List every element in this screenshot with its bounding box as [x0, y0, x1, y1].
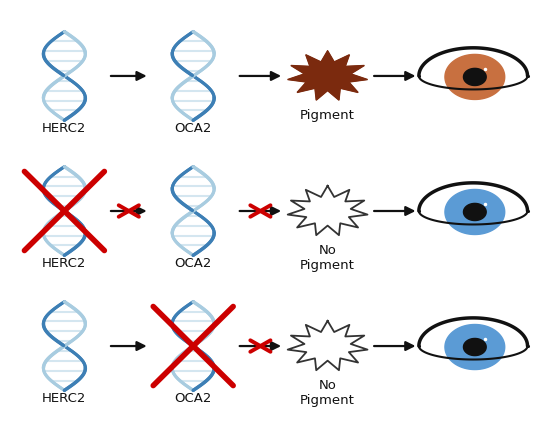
Polygon shape	[464, 338, 486, 356]
Polygon shape	[419, 318, 528, 360]
Polygon shape	[464, 68, 486, 86]
Text: HERC2: HERC2	[42, 392, 87, 406]
Polygon shape	[419, 183, 528, 225]
Text: OCA2: OCA2	[175, 122, 212, 135]
Polygon shape	[445, 54, 505, 100]
Text: HERC2: HERC2	[42, 257, 87, 271]
Text: HERC2: HERC2	[42, 122, 87, 135]
Polygon shape	[288, 321, 367, 370]
Polygon shape	[445, 189, 505, 235]
Text: OCA2: OCA2	[175, 257, 212, 271]
Polygon shape	[288, 51, 367, 100]
Text: No
Pigment: No Pigment	[300, 244, 355, 272]
Text: OCA2: OCA2	[175, 392, 212, 406]
Polygon shape	[445, 325, 505, 370]
Polygon shape	[419, 48, 528, 89]
Text: No
Pigment: No Pigment	[300, 379, 355, 407]
Polygon shape	[464, 203, 486, 221]
Text: Pigment: Pigment	[300, 109, 355, 122]
Polygon shape	[288, 186, 367, 235]
